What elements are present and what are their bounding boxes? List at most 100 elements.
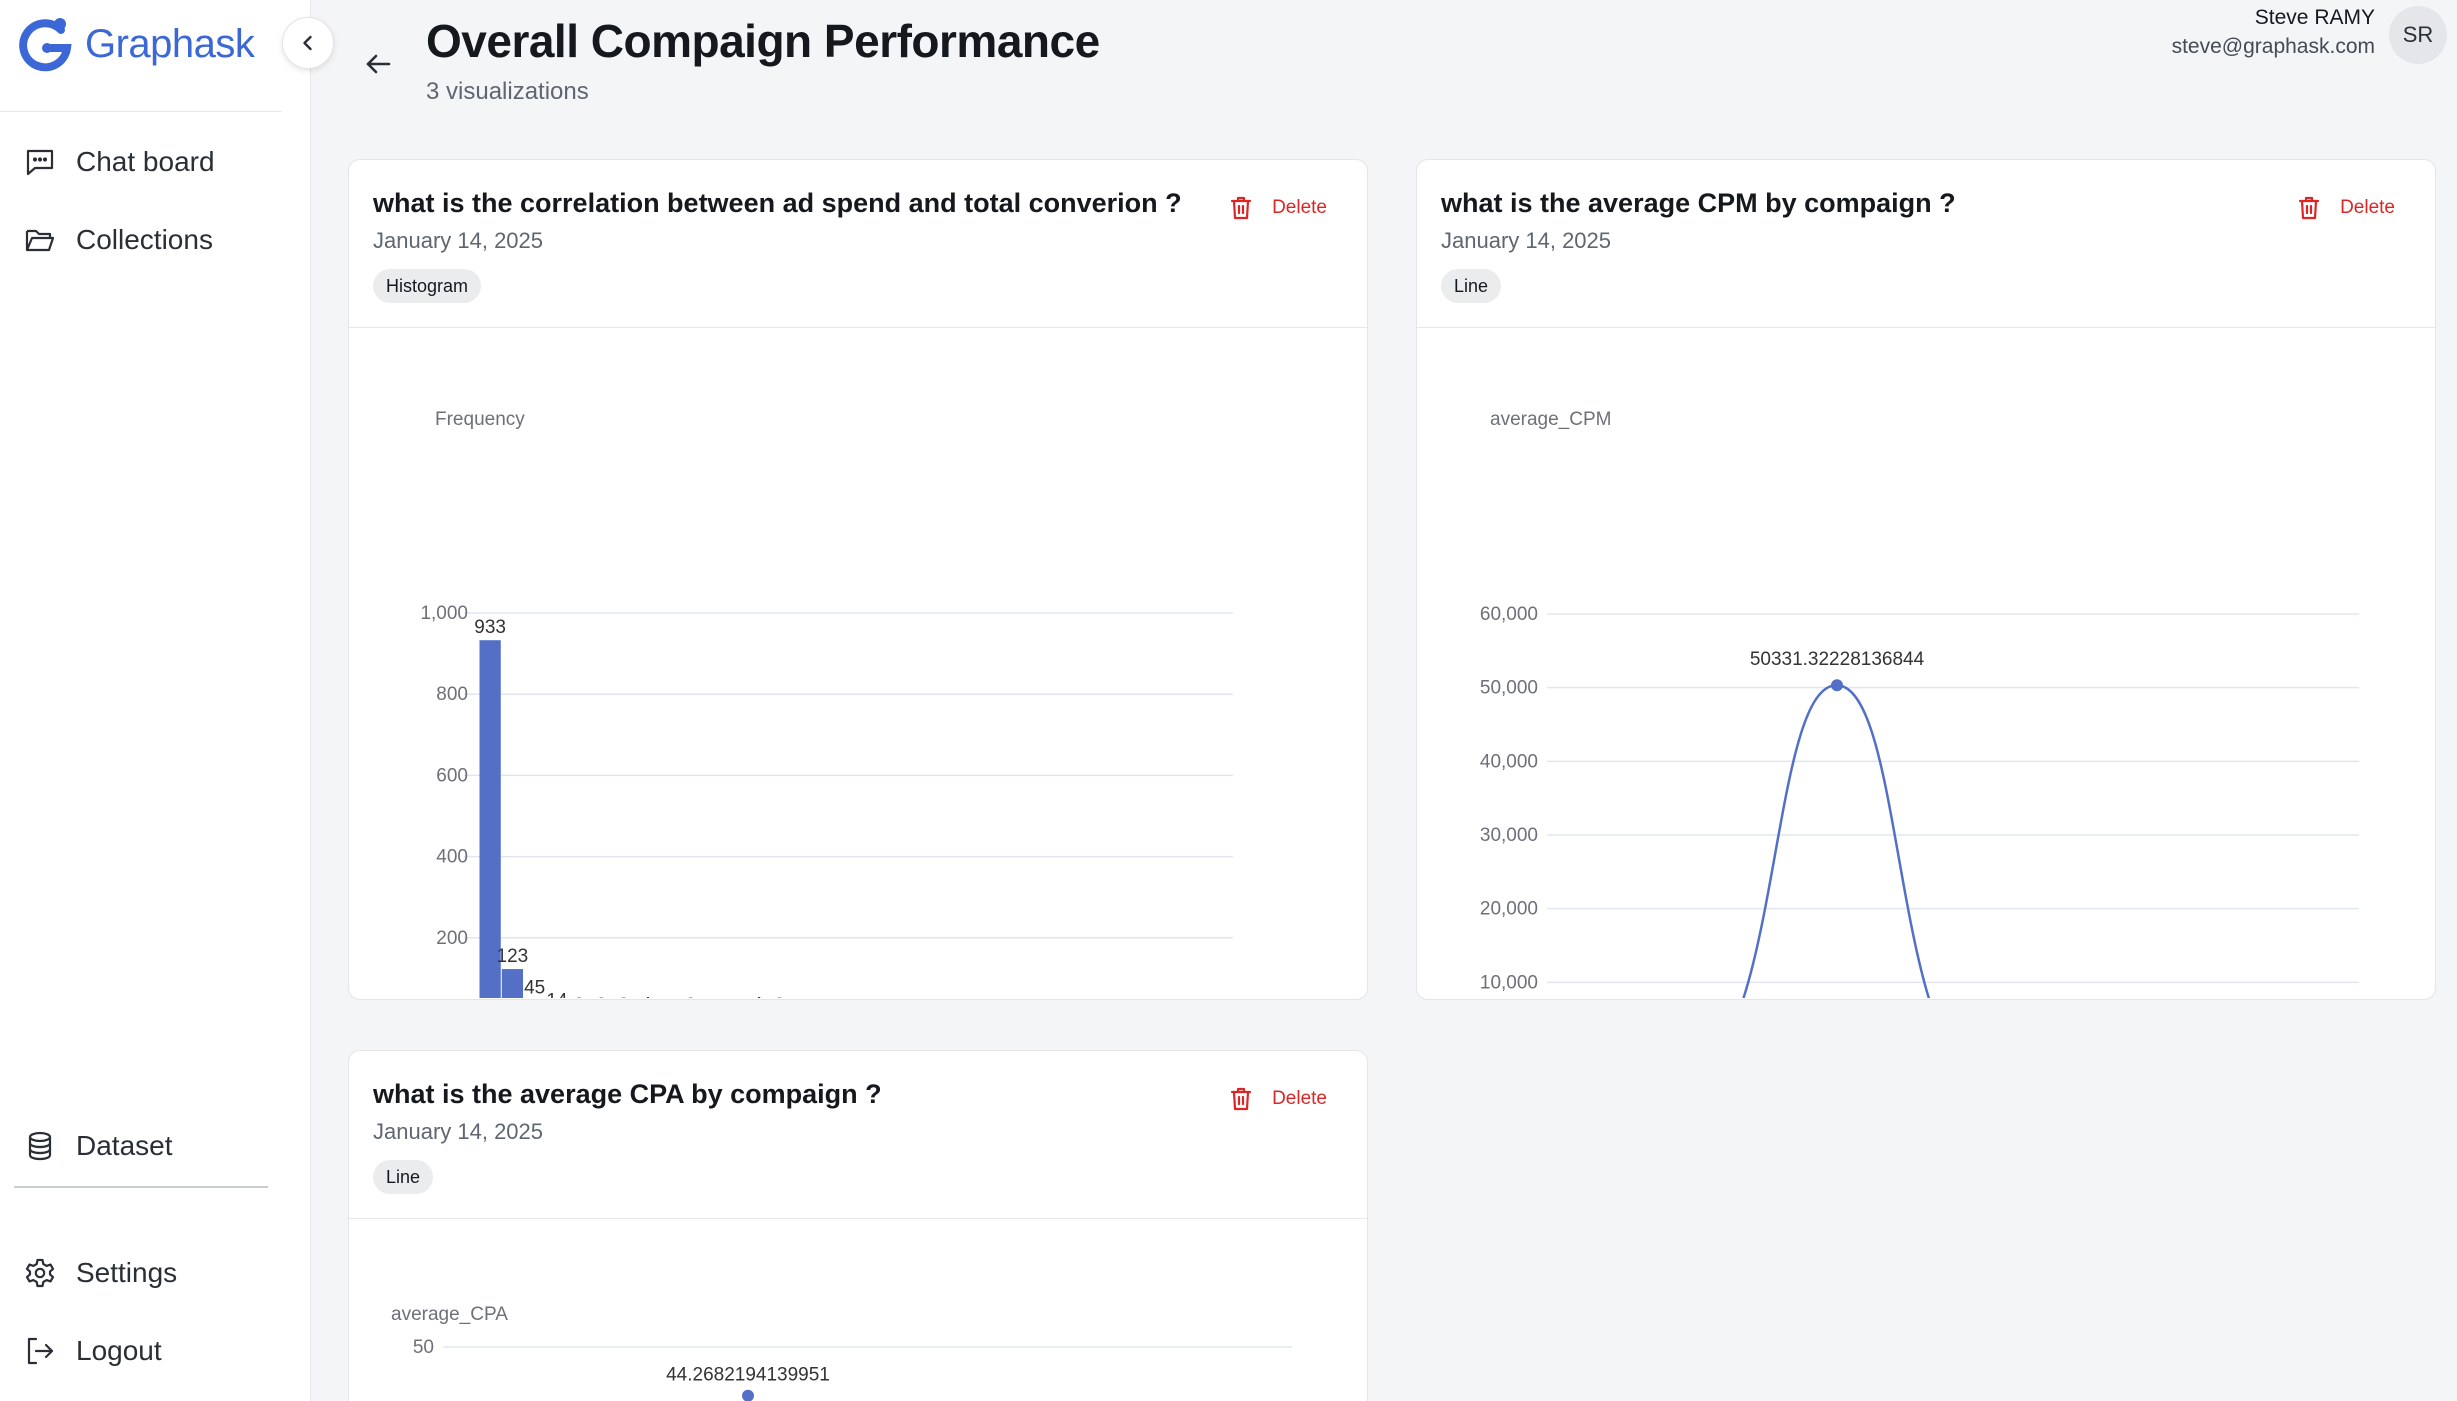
user-email: steve@graphask.com: [2171, 35, 2375, 58]
sidebar-item-label: Settings: [76, 1257, 178, 1288]
user-name: Steve RAMY: [2254, 6, 2375, 29]
bar-value-label: 0: [1197, 996, 1208, 998]
card-date: January 14, 2025: [1441, 228, 1612, 253]
bar-value-label: 45: [524, 978, 545, 998]
bar-value-label: 0: [908, 996, 919, 998]
data-point: [1831, 679, 1843, 692]
bar-value-label: 0: [886, 996, 897, 998]
bar-value-label: 4: [641, 994, 652, 998]
back-arrow-icon[interactable]: [360, 46, 396, 82]
card-divider: [1417, 327, 2435, 328]
series-line: [1742, 683, 1931, 998]
bar-value-label: 3: [574, 995, 585, 998]
bar-value-label: 0: [1041, 996, 1052, 998]
sidebar-item-logout[interactable]: Logout: [24, 1335, 162, 1367]
y-tick-label: 1,000: [420, 603, 468, 624]
bar-value-label: 933: [474, 617, 506, 638]
avatar[interactable]: SR: [2389, 6, 2447, 64]
bar-value-label: 0: [1064, 996, 1075, 998]
delete-button[interactable]: Delete: [1230, 196, 1327, 220]
app-name: Graphask: [85, 21, 255, 66]
y-axis-title: average_CPA: [391, 1304, 508, 1325]
bar-value-label: 0: [997, 996, 1008, 998]
y-axis-title: average_CPM: [1490, 409, 1611, 430]
page-title: Overall Compaign Performance: [426, 15, 1100, 67]
bar-value-label: 14: [546, 990, 568, 998]
delete-button[interactable]: Delete: [2298, 196, 2395, 220]
sidebar-item-chat-board[interactable]: Chat board: [24, 146, 215, 178]
logout-icon: [27, 1337, 54, 1365]
chart-type-badge: Line: [373, 1160, 434, 1194]
cpa-line-chart: average_CPA 50 44.2682194139951: [391, 1304, 1292, 1401]
bar-value-label: 0: [1153, 996, 1164, 998]
card-divider: [349, 327, 1367, 328]
visualization-card-cpa: what is the average CPA by compaign ? Ja…: [348, 1050, 1368, 1401]
y-tick-label: 800: [436, 684, 468, 705]
y-tick-label: 50,000: [1480, 678, 1538, 699]
visualization-card-cpm: what is the average CPM by compaign ? Ja…: [1416, 159, 2436, 1000]
sidebar-collapse-button[interactable]: [282, 17, 334, 69]
graphask-logo-icon: [19, 18, 72, 72]
sidebar-item-settings[interactable]: Settings: [24, 1257, 177, 1289]
bar-value-label: 1: [730, 996, 741, 998]
y-tick-label: 20,000: [1480, 899, 1538, 920]
database-icon: [28, 1131, 52, 1161]
chevron-left-icon: [303, 35, 312, 51]
y-tick-label: 40,000: [1480, 751, 1538, 772]
sidebar-divider: [0, 111, 282, 112]
card-date: January 14, 2025: [373, 1119, 544, 1144]
sidebar-item-label: Dataset: [76, 1130, 173, 1161]
bar-value-label: 3: [596, 995, 607, 998]
card-divider: [349, 1218, 1367, 1219]
sidebar-item-dataset[interactable]: Dataset: [24, 1130, 173, 1162]
delete-label: Delete: [2340, 197, 2395, 218]
y-axis-title: Frequency: [435, 409, 525, 430]
bar-value-label: 0: [1131, 996, 1142, 998]
y-tick-label: 10,000: [1480, 972, 1538, 993]
bar-value-label: 0: [1019, 996, 1030, 998]
data-point: [742, 1389, 754, 1401]
bar-value-label: 0: [841, 996, 852, 998]
chart-type-badge: Line: [1441, 269, 1502, 303]
card-date: January 14, 2025: [373, 228, 544, 253]
delete-label: Delete: [1272, 1088, 1327, 1109]
bar-value-label: 2: [685, 995, 696, 998]
folder-icon: [25, 229, 55, 252]
y-tick-label: 400: [436, 847, 468, 868]
bar-value-label: 3: [618, 995, 629, 998]
gear-icon: [25, 1258, 55, 1288]
bar-value-label: 0: [1175, 996, 1186, 998]
y-tick-label: 600: [436, 765, 468, 786]
sidebar-item-label: Chat board: [76, 146, 215, 177]
y-tick-label: 200: [436, 928, 468, 949]
bar-value-label: 0: [1086, 996, 1097, 998]
page-subtitle: 3 visualizations: [426, 78, 589, 105]
bar-value-label: 123: [497, 946, 529, 967]
point-value-label: 50331.32228136844: [1750, 649, 1925, 670]
delete-label: Delete: [1272, 197, 1327, 218]
bar-value-label: 1: [863, 996, 874, 998]
trash-icon: [2298, 196, 2320, 220]
bar-value-label: 1: [797, 996, 808, 998]
histogram-bar: [479, 640, 501, 998]
sidebar-item-label: Logout: [76, 1335, 162, 1366]
histogram-bar: [501, 969, 524, 998]
delete-button[interactable]: Delete: [1230, 1087, 1327, 1111]
bar-value-label: 0: [952, 996, 963, 998]
card-title: what is the correlation between ad spend…: [373, 188, 1182, 218]
bar-value-label: 0: [707, 996, 718, 998]
sidebar-item-collections[interactable]: Collections: [24, 224, 213, 256]
bar-value-label: 4: [752, 994, 763, 998]
bar-value-label: 1: [663, 996, 674, 998]
chat-icon: [26, 149, 54, 176]
sidebar-item-label: Collections: [76, 224, 213, 255]
y-tick-label: 30,000: [1480, 825, 1538, 846]
y-tick-label: 50: [413, 1337, 434, 1358]
card-title: what is the average CPA by compaign ?: [373, 1079, 882, 1109]
bar-value-label: 1: [819, 996, 830, 998]
bar-value-label: 2: [774, 995, 785, 998]
bar-value-label: 0: [1108, 996, 1119, 998]
app-logo[interactable]: Graphask: [17, 14, 255, 74]
trash-icon: [1230, 196, 1252, 220]
visualization-card-histogram: what is the correlation between ad spend…: [348, 159, 1368, 1000]
